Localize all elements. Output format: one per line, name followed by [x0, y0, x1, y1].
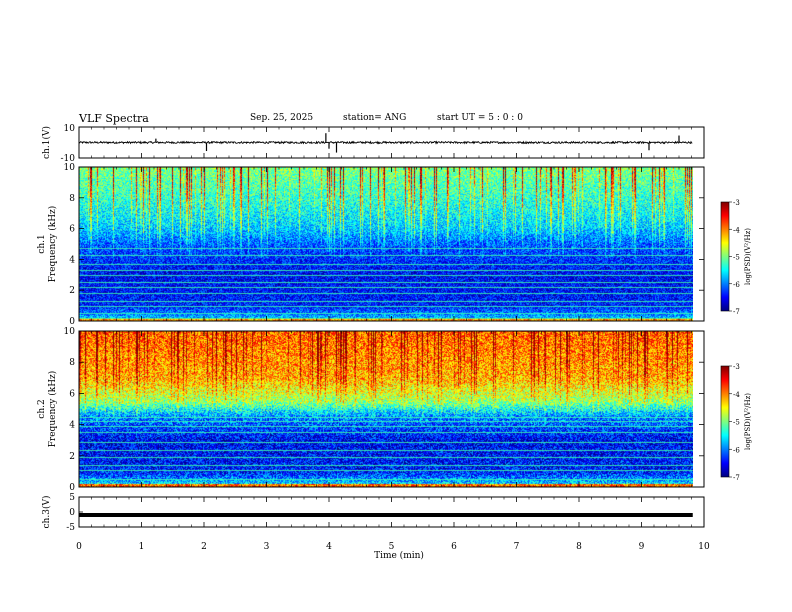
- time-tick-label: 5: [389, 542, 395, 552]
- colorbar-tick-label: -7: [733, 474, 740, 482]
- colorbar-tick-label: -5: [733, 254, 740, 262]
- ch2-spectrogram-image: [79, 331, 693, 487]
- ch1-freq-tick-label: 6: [69, 225, 75, 235]
- ch1-ytick-label: -10: [61, 154, 76, 164]
- time-tick-label: 4: [326, 542, 332, 552]
- ch1-freq-tick-label: 4: [69, 255, 75, 265]
- ch1-colorbar: [720, 201, 730, 312]
- ch2-freq-tick-label: 4: [69, 421, 75, 431]
- ch2-frequency-axis-label: Frequency (kHz): [47, 371, 58, 448]
- time-tick-label: 8: [576, 542, 582, 552]
- ch1-freq-tick-label: 10: [64, 163, 76, 173]
- ch3-ytick-label: 5: [69, 493, 75, 503]
- ch2-freq-tick-label: 6: [69, 389, 75, 399]
- ch2-freq-tick-label: 0: [69, 483, 75, 493]
- time-tick-label: 2: [201, 542, 207, 552]
- ch1-colorbar-label: log(PSD)(V²/Hz): [744, 228, 752, 285]
- time-axis-label: Time (min): [374, 550, 424, 561]
- ch1-channel-label: ch.1: [37, 234, 47, 253]
- ch2-freq-tick-label: 10: [64, 327, 76, 337]
- station-label: station= ANG: [343, 113, 407, 123]
- ch2-colorbar-label: log(PSD)(V²/Hz): [744, 393, 752, 450]
- ch3-ytick-label: 0: [69, 508, 75, 518]
- start-time-label: start UT = 5 : 0 : 0: [437, 113, 523, 123]
- ch1-frequency-axis-label: Frequency (kHz): [47, 206, 58, 283]
- ch2-freq-tick-label: 2: [69, 452, 75, 462]
- colorbar-tick-label: -4: [733, 226, 740, 234]
- ch2-colorbar: [720, 365, 730, 478]
- colorbar-tick-label: -3: [733, 199, 740, 207]
- colorbar-tick-label: -6: [733, 281, 740, 289]
- ch3-ytick-label: -5: [66, 523, 75, 533]
- time-tick-label: 10: [698, 542, 710, 552]
- colorbar-tick-label: -3: [733, 363, 740, 371]
- time-tick-label: 9: [639, 542, 645, 552]
- time-tick-label: 7: [514, 542, 520, 552]
- ch1-spectrogram-image: [79, 167, 693, 321]
- ch1-freq-tick-label: 2: [69, 286, 75, 296]
- ch1-ytick-label: 10: [64, 124, 76, 134]
- ch1-waveform-ylabel: ch.1(V): [41, 126, 52, 159]
- ch1-freq-tick-label: 0: [69, 317, 75, 327]
- ch1-waveform-trace: [78, 140, 693, 145]
- colorbar-tick-label: -5: [733, 419, 740, 427]
- ch2-freq-tick-label: 8: [69, 358, 75, 368]
- time-tick-label: 6: [451, 542, 457, 552]
- time-tick-label: 0: [76, 542, 82, 552]
- date-label: Sep. 25, 2025: [250, 113, 314, 123]
- colorbar-tick-label: -7: [733, 308, 740, 316]
- ch2-channel-label: ch.2: [37, 399, 47, 418]
- time-tick-label: 3: [264, 542, 270, 552]
- time-tick-label: 1: [139, 542, 145, 552]
- ch3-waveform-ylabel: ch.3(V): [41, 496, 52, 529]
- figure-title: VLF Spectra: [79, 112, 149, 125]
- colorbar-tick-label: -6: [733, 446, 740, 454]
- colorbar-tick-label: -4: [733, 391, 740, 399]
- ch1-freq-tick-label: 8: [69, 194, 75, 204]
